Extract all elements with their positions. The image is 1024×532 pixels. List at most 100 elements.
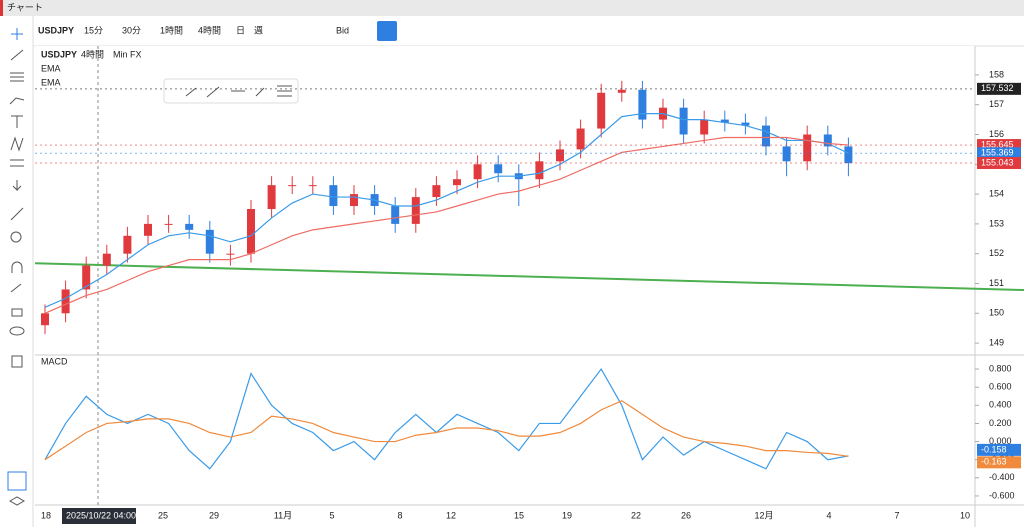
tool-lock-draw[interactable] (10, 283, 22, 293)
legend-source: Min FX (113, 49, 142, 59)
interval-button[interactable]: 週 (254, 25, 263, 35)
candle-body (205, 229, 214, 254)
candle-body (411, 197, 420, 224)
value-label: -0.158 (981, 444, 1007, 454)
price-label: 155.043 (981, 157, 1014, 167)
tool-trash[interactable] (11, 355, 23, 368)
tool-cross[interactable] (11, 28, 23, 40)
tool-text[interactable] (11, 115, 23, 128)
candle-body (288, 185, 297, 187)
value-label: -0.163 (981, 457, 1007, 467)
tool-pattern[interactable] (10, 136, 24, 152)
tool-brush[interactable] (9, 97, 25, 105)
candle-body (308, 185, 317, 187)
candle-body (267, 185, 276, 209)
y-tick-label: 150 (989, 308, 1004, 318)
interval-button[interactable]: 30分 (122, 25, 141, 35)
candle-body (391, 206, 400, 224)
candle-body (803, 134, 812, 162)
x-tick-label: 29 (209, 510, 219, 520)
toolbar (0, 16, 1024, 46)
tool-layers[interactable] (8, 496, 26, 506)
candle-body (82, 265, 91, 290)
candle-body (782, 146, 791, 162)
candle-body (679, 107, 688, 135)
tool-zoom[interactable] (10, 231, 22, 243)
price-label: 155.645 (981, 139, 1014, 149)
interval-button[interactable]: 4時間 (198, 25, 221, 35)
y-tick-label: -0.600 (989, 490, 1015, 500)
price-label: 155.369 (981, 148, 1014, 158)
candle-body (617, 89, 626, 93)
macd-line (44, 367, 849, 470)
y-tick-label: 154 (989, 188, 1004, 198)
title-bar (0, 0, 1024, 16)
draw-icons[interactable] (185, 85, 292, 98)
x-tick-label: 22 (631, 510, 641, 520)
x-tick-label: 18 (41, 510, 51, 520)
left-tools (0, 16, 33, 527)
candle-body (762, 125, 770, 147)
x-tick-label: 12 (446, 510, 456, 520)
active-tool[interactable] (377, 21, 397, 41)
tool-lines[interactable] (10, 72, 24, 82)
candle-body (247, 208, 255, 254)
tool-magnet[interactable] (11, 261, 23, 273)
x-tick-label: 7 (894, 510, 899, 520)
trendline (34, 262, 1024, 292)
y-tick-label: 157 (989, 99, 1004, 109)
tool-lock[interactable] (11, 308, 23, 317)
x-tick-label: 11月 (274, 510, 292, 520)
candle-body (844, 146, 853, 164)
candle-body (720, 119, 729, 123)
tool-line[interactable] (10, 49, 24, 61)
ema-line (44, 136, 849, 314)
legend-ema: EMA (41, 63, 61, 73)
legend-ema: EMA (41, 77, 61, 87)
x-tick-label: 26 (681, 510, 691, 520)
y-tick-label: 149 (989, 337, 1004, 347)
price-type[interactable]: Bid (336, 25, 349, 35)
candle-body (535, 161, 544, 180)
candle-body (494, 164, 503, 174)
ema-line (44, 113, 849, 308)
tool-ruler[interactable] (10, 207, 24, 221)
candle-body (226, 253, 235, 255)
tool-arrow[interactable] (12, 180, 22, 192)
x-tick-label: 25 (158, 510, 168, 520)
price-label: 157.532 (981, 83, 1014, 93)
interval-button[interactable]: 1時間 (160, 25, 183, 35)
x-tick-label: 15 (514, 510, 524, 520)
candle-body (102, 253, 111, 266)
y-tick-label: 0.400 (989, 400, 1012, 410)
candle-body (350, 194, 358, 207)
candle-body (41, 313, 49, 326)
window-title: チャート (7, 2, 43, 12)
y-tick-label: 0.000 (989, 436, 1012, 446)
x-tick-label: 8 (397, 510, 402, 520)
tool-eye[interactable] (9, 326, 25, 336)
candle-body (432, 185, 441, 198)
accent (0, 0, 3, 16)
tool-favorite[interactable] (7, 471, 27, 491)
y-tick-label: 0.600 (989, 382, 1012, 392)
legend-interval: 4時間 (81, 49, 104, 59)
interval-button[interactable]: 日 (236, 25, 245, 35)
legend-symbol: USDJPY (41, 49, 77, 59)
price-label-bg (977, 147, 1021, 160)
candle-body (556, 149, 564, 162)
y-tick-label: 158 (989, 69, 1004, 79)
candle-body (144, 223, 152, 236)
toolbar-symbol[interactable]: USDJPY (38, 25, 74, 35)
candle-body (700, 119, 709, 135)
candle-body (823, 134, 832, 147)
candle-body (123, 235, 132, 254)
candle-body (597, 92, 606, 129)
interval-button[interactable]: 15分 (84, 25, 103, 35)
candle-body (473, 164, 482, 180)
tool-forecast[interactable] (10, 159, 24, 167)
tool-icons (7, 28, 27, 506)
y-tick-label: 153 (989, 218, 1004, 228)
x-tick-label: 5 (329, 510, 334, 520)
